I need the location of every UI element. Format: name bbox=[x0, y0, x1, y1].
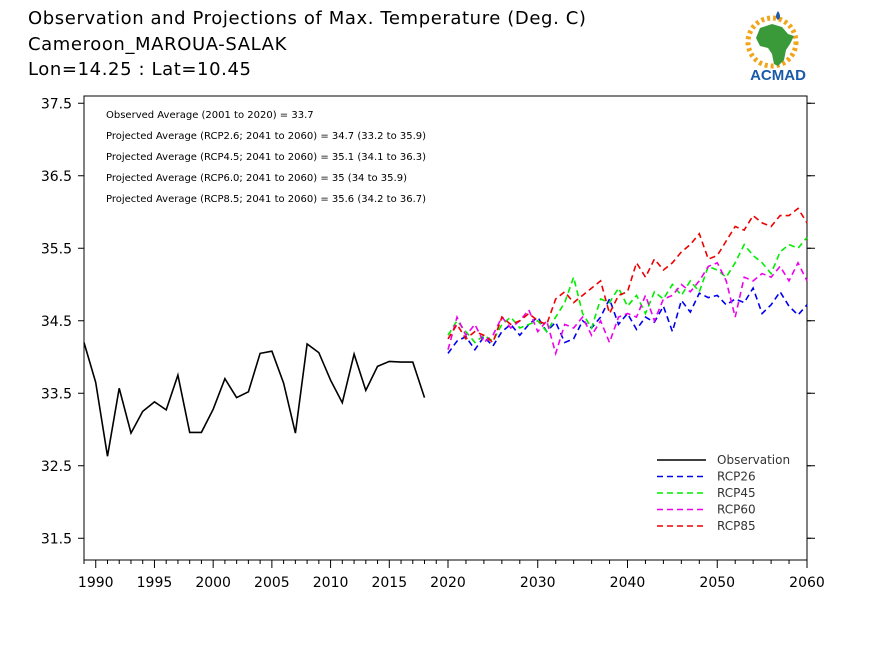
data-series bbox=[83, 207, 808, 457]
x-tick-label: 1990 bbox=[78, 575, 114, 591]
legend-label: Observation bbox=[717, 453, 790, 467]
location-coords: Lon=14.25 : Lat=10.45 bbox=[28, 59, 252, 80]
africa-map-logo-icon bbox=[756, 24, 794, 66]
annotation-text: Projected Average (RCP4.5; 2041 to 2060)… bbox=[106, 152, 426, 163]
legend-label: RCP45 bbox=[717, 486, 756, 500]
annotation-text: Projected Average (RCP6.0; 2041 to 2060)… bbox=[106, 173, 407, 184]
y-tick-label: 35.5 bbox=[41, 241, 72, 257]
x-tick-label: 2030 bbox=[520, 575, 556, 591]
y-tick-label: 34.5 bbox=[41, 314, 72, 330]
series-line-rcp45 bbox=[447, 236, 808, 344]
x-tick-label: 2060 bbox=[789, 575, 825, 591]
x-tick-label: 1995 bbox=[137, 575, 173, 591]
annotation-text: Projected Average (RCP8.5; 2041 to 2060)… bbox=[106, 194, 426, 205]
series-line-observation bbox=[83, 342, 426, 457]
x-tick-label: 2010 bbox=[313, 575, 349, 591]
series-line-rcp60 bbox=[447, 261, 808, 357]
annotations: Observed Average (2001 to 2020) = 33.7 Pr… bbox=[106, 110, 426, 205]
legend-label: RCP26 bbox=[717, 470, 756, 484]
annotation-text: Observed Average (2001 to 2020) = 33.7 bbox=[106, 110, 314, 121]
acmad-logo: ACMAD bbox=[745, 11, 806, 84]
series-line-rcp26 bbox=[447, 286, 808, 354]
x-tick-label: 2000 bbox=[195, 575, 231, 591]
y-tick-label: 32.5 bbox=[41, 459, 72, 475]
x-tick-label: 2050 bbox=[699, 575, 735, 591]
y-tick-label: 33.5 bbox=[41, 386, 72, 402]
logo-text: ACMAD bbox=[750, 67, 806, 84]
y-tick-label: 31.5 bbox=[41, 531, 72, 547]
axis-ticks: 31.5 32.5 33.5 34.5 35.5 36.5 37.5 1990 1995 2000… bbox=[41, 96, 825, 591]
annotation-text: Projected Average (RCP2.6; 2041 to 2060)… bbox=[106, 131, 426, 142]
legend-label: RCP85 bbox=[717, 519, 756, 533]
x-tick-label: 2005 bbox=[254, 575, 290, 591]
series-line-rcp85 bbox=[447, 207, 808, 344]
x-tick-label: 2015 bbox=[371, 575, 407, 591]
chart-title: Observation and Projections of Max. Temp… bbox=[28, 8, 587, 29]
location-name: Cameroon_MAROUA-SALAK bbox=[28, 34, 287, 55]
y-tick-label: 36.5 bbox=[41, 169, 72, 185]
plot-frame bbox=[83, 95, 808, 561]
legend-label: RCP60 bbox=[717, 503, 756, 517]
sun-rays-icon bbox=[745, 15, 799, 69]
x-tick-label: 2020 bbox=[430, 575, 466, 591]
legend: Observation RCP26 RCP45 RCP60 RCP85 bbox=[657, 453, 790, 533]
y-tick-label: 37.5 bbox=[41, 96, 72, 112]
water-drop-icon bbox=[776, 11, 780, 20]
x-tick-label: 2040 bbox=[610, 575, 646, 591]
